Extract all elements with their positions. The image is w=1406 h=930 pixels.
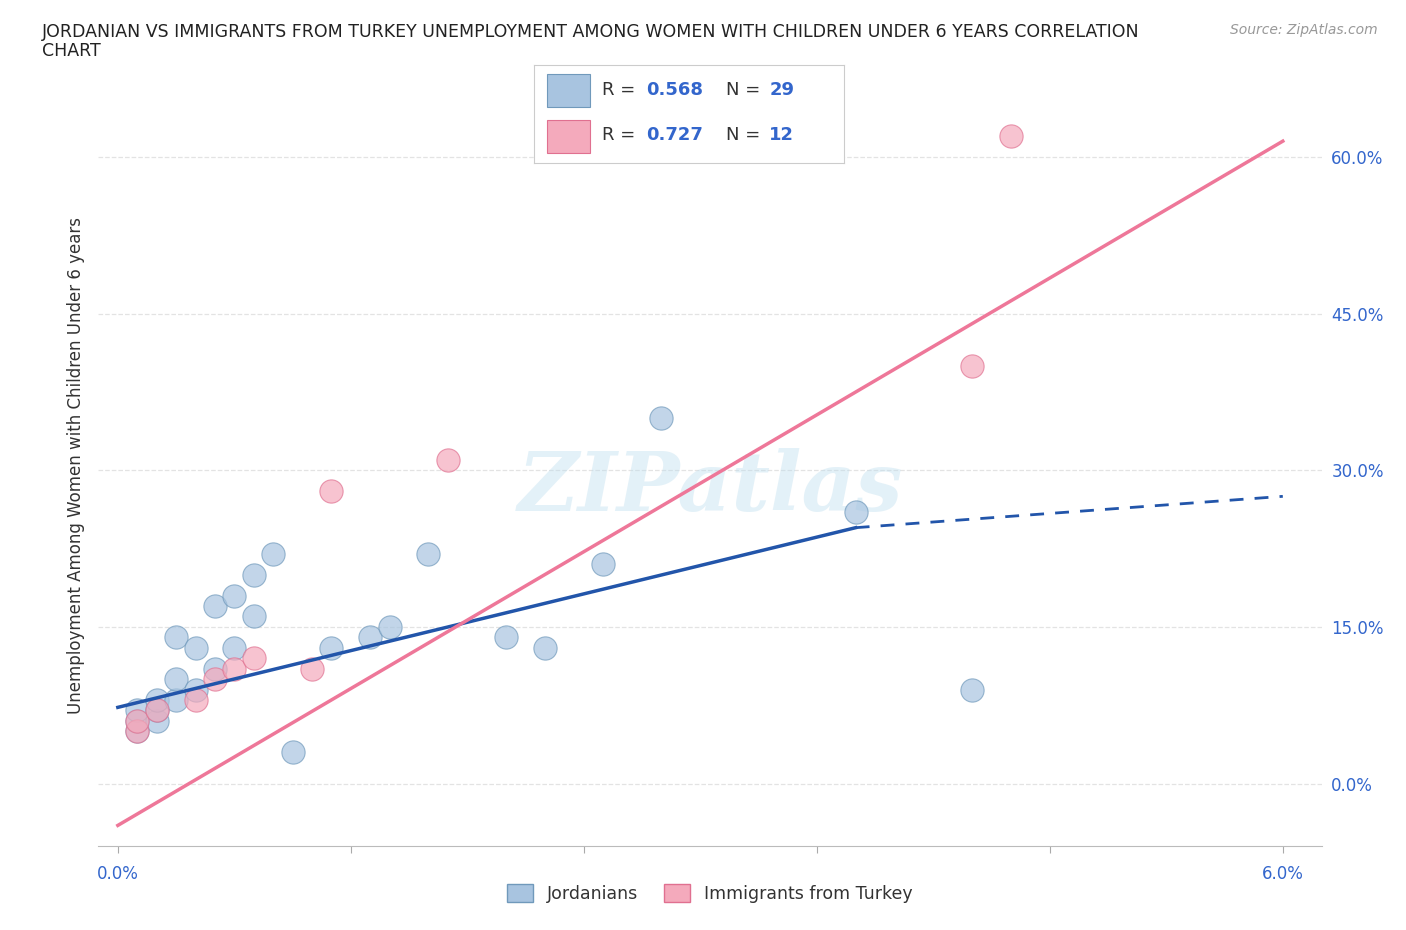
Text: 0.568: 0.568 xyxy=(645,81,703,99)
Text: 12: 12 xyxy=(769,126,794,144)
Point xyxy=(437,452,460,467)
Point xyxy=(224,588,246,603)
Text: JORDANIAN VS IMMIGRANTS FROM TURKEY UNEMPLOYMENT AMONG WOMEN WITH CHILDREN UNDER: JORDANIAN VS IMMIGRANTS FROM TURKEY UNEM… xyxy=(42,23,1140,41)
Point xyxy=(127,724,149,738)
Point xyxy=(184,641,207,656)
Point xyxy=(242,567,264,582)
FancyBboxPatch shape xyxy=(547,73,591,107)
Point xyxy=(184,683,207,698)
Point xyxy=(145,713,167,728)
Point xyxy=(378,619,401,634)
Legend: Jordanians, Immigrants from Turkey: Jordanians, Immigrants from Turkey xyxy=(501,877,920,910)
Point xyxy=(262,546,284,561)
Point xyxy=(165,630,187,644)
Text: 6.0%: 6.0% xyxy=(1261,865,1303,884)
Y-axis label: Unemployment Among Women with Children Under 6 years: Unemployment Among Women with Children U… xyxy=(66,217,84,713)
Text: R =: R = xyxy=(602,126,641,144)
Text: 0.0%: 0.0% xyxy=(97,865,139,884)
Point xyxy=(224,661,246,676)
Text: CHART: CHART xyxy=(42,42,101,60)
Point xyxy=(204,599,226,614)
Text: ZIPatlas: ZIPatlas xyxy=(517,448,903,528)
Point xyxy=(127,703,149,718)
FancyBboxPatch shape xyxy=(547,120,591,153)
Point xyxy=(127,713,149,728)
Point xyxy=(145,703,167,718)
Point xyxy=(960,358,983,373)
Text: R =: R = xyxy=(602,81,641,99)
Text: 29: 29 xyxy=(769,81,794,99)
Point xyxy=(184,693,207,708)
Text: N =: N = xyxy=(725,126,766,144)
Point xyxy=(960,683,983,698)
Point xyxy=(301,661,323,676)
Point xyxy=(242,651,264,666)
Point xyxy=(145,703,167,718)
Text: N =: N = xyxy=(725,81,766,99)
Point xyxy=(242,609,264,624)
Point xyxy=(359,630,381,644)
Text: 0.727: 0.727 xyxy=(645,126,703,144)
Point xyxy=(321,641,343,656)
Point xyxy=(127,724,149,738)
Point xyxy=(321,484,343,498)
Point xyxy=(224,641,246,656)
Point xyxy=(845,505,868,520)
Point xyxy=(418,546,440,561)
Point xyxy=(204,671,226,686)
Point xyxy=(165,693,187,708)
Point xyxy=(165,671,187,686)
Point xyxy=(127,713,149,728)
Point xyxy=(650,410,672,425)
Point xyxy=(204,661,226,676)
Point xyxy=(281,745,304,760)
Point xyxy=(495,630,517,644)
Point xyxy=(534,641,557,656)
Point xyxy=(592,557,614,572)
Text: Source: ZipAtlas.com: Source: ZipAtlas.com xyxy=(1230,23,1378,37)
Point xyxy=(1000,128,1022,143)
Point xyxy=(145,693,167,708)
